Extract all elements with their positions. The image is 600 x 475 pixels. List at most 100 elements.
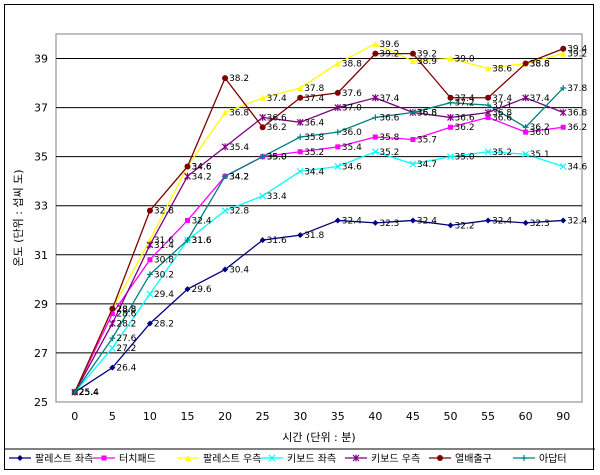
legend-swatch-marker	[268, 454, 276, 462]
x-tick-label: 90	[556, 410, 570, 423]
legend-swatch-marker	[101, 455, 107, 461]
y-tick-label: 37	[34, 102, 48, 115]
y-axis-label: 온도 (단위 : 섭씨 도)	[12, 169, 25, 266]
data-point	[409, 109, 416, 116]
data-label: 28.2	[116, 319, 136, 329]
data-point	[522, 60, 529, 67]
x-tick-label: 55	[481, 410, 495, 423]
data-label: 36.2	[267, 123, 287, 133]
data-label: 30.8	[154, 256, 174, 266]
data-label: 39.2	[379, 50, 399, 60]
data-label: 35.7	[417, 135, 437, 145]
data-label: 37.4	[267, 94, 287, 104]
data-label: 32.4	[567, 216, 587, 226]
data-label: 36.0	[530, 128, 550, 138]
legend-swatch-marker	[185, 455, 191, 461]
x-tick-label: 45	[406, 410, 420, 423]
data-label: 37.4	[530, 94, 550, 104]
data-point	[372, 50, 379, 57]
x-tick-label: 40	[368, 410, 382, 423]
y-tick-label: 33	[34, 200, 48, 213]
y-tick-label: 25	[34, 396, 48, 409]
data-label: 36.2	[567, 123, 587, 133]
data-label: 29.4	[154, 290, 174, 300]
data-point	[222, 266, 229, 273]
data-point	[259, 192, 267, 200]
legend-label: 키보드 우측	[371, 453, 420, 465]
data-label: 32.2	[455, 221, 475, 231]
data-point	[560, 45, 567, 52]
legend-swatch-marker	[521, 455, 527, 461]
data-label: 25.4	[79, 388, 99, 398]
data-point	[334, 163, 342, 170]
data-label: 38.8	[530, 59, 550, 69]
line-chart: 25 27 29 31 33 35 37 39 0 5 10 15 20 25 30 35 40 45 50 55 6…	[5, 33, 595, 465]
y-tick-label: 29	[34, 298, 48, 311]
data-label: 37.4	[379, 94, 399, 104]
data-point	[185, 217, 190, 223]
data-label: 36.2	[455, 123, 475, 133]
legend-swatch-marker	[352, 454, 360, 462]
data-label: 33.4	[267, 192, 287, 202]
series-7	[71, 84, 567, 396]
data-label: 37.2	[455, 99, 475, 109]
data-point	[484, 148, 492, 156]
data-point	[560, 217, 567, 224]
data-point	[221, 207, 229, 215]
data-label: 25.4	[79, 388, 99, 398]
data-point	[484, 109, 492, 117]
data-label: 39.0	[455, 55, 475, 65]
x-tick-label: 15	[181, 410, 195, 423]
data-label: 38.2	[229, 74, 249, 84]
data-label: 34.6	[192, 162, 212, 172]
data-point	[523, 129, 529, 135]
data-point	[296, 167, 304, 175]
data-point	[184, 286, 191, 293]
data-label: 37.4	[304, 94, 324, 104]
data-label: 32.8	[229, 207, 249, 217]
data-point	[334, 129, 341, 136]
data-label: 36.2	[530, 123, 550, 133]
data-label: 35.8	[304, 133, 324, 143]
series-group	[71, 40, 567, 396]
data-point	[297, 134, 304, 141]
data-label: 37.8	[304, 84, 324, 94]
data-point	[522, 219, 529, 226]
series-6	[71, 45, 567, 396]
x-tick-label: 35	[331, 410, 345, 423]
data-point	[297, 94, 304, 101]
data-point	[559, 163, 567, 170]
data-point	[522, 124, 529, 131]
data-point	[372, 219, 379, 226]
data-label: 32.3	[379, 219, 399, 229]
x-tick-label: 50	[444, 410, 458, 423]
data-label: 25.4	[79, 388, 99, 398]
data-label: 37.4	[455, 94, 475, 104]
data-point	[485, 94, 492, 101]
legend-item: 팔레스트 우측	[177, 453, 261, 465]
legend-label: 아답터	[539, 453, 567, 465]
data-label: 36.8	[417, 109, 437, 119]
data-point	[560, 84, 567, 91]
series-line	[74, 43, 564, 393]
data-labels: 25.4 26.4 28.2 29.6 30.4 31.6 31.8 32.4 32.3 32.4…	[79, 40, 588, 398]
data-point	[560, 50, 567, 57]
data-label: 35.4	[342, 143, 362, 153]
data-label: 34.4	[304, 167, 324, 177]
data-label: 25.4	[79, 388, 99, 398]
data-point	[335, 144, 341, 150]
data-label: 34.2	[192, 172, 212, 182]
data-point	[222, 109, 229, 116]
data-point	[297, 84, 304, 91]
series-4	[71, 148, 567, 396]
data-label: 38.6	[492, 64, 512, 74]
data-label: 36.8	[229, 109, 249, 119]
data-label: 36.6	[267, 113, 287, 123]
legend-swatch-marker	[437, 455, 443, 461]
data-label: 29.6	[192, 285, 212, 295]
legend-label: 키보드 좌측	[287, 453, 336, 465]
x-tick-label: 10	[143, 410, 157, 423]
data-point	[372, 134, 378, 140]
legend-item: 키보드 좌측	[261, 453, 336, 465]
y-tick-label: 27	[34, 347, 48, 360]
